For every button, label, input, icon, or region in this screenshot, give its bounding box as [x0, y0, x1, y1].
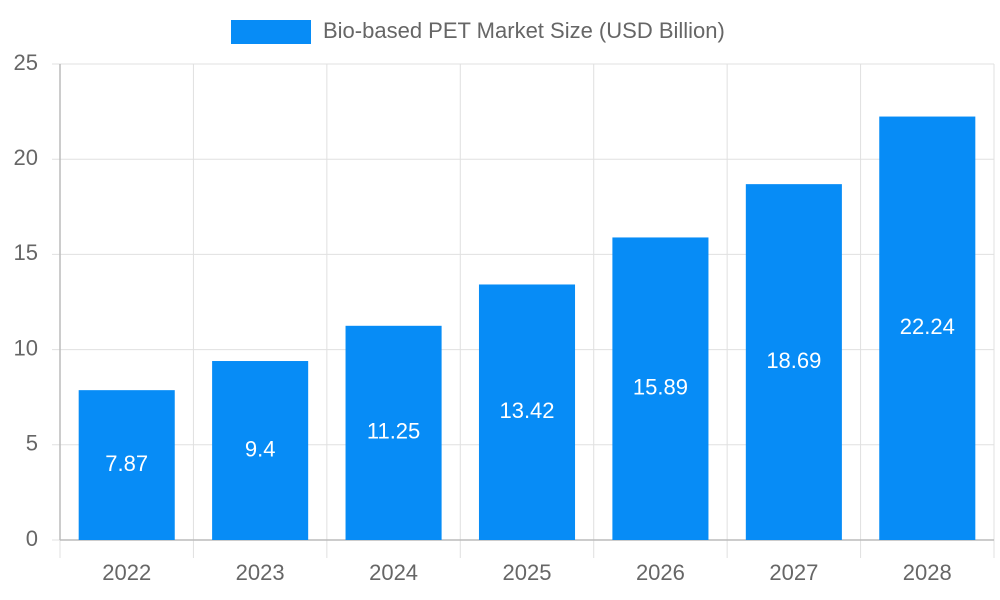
value-label: 15.89	[633, 375, 688, 400]
legend-swatch	[231, 20, 311, 44]
x-tick-label: 2022	[102, 560, 151, 585]
bar	[345, 325, 442, 540]
x-tick-label: 2025	[503, 560, 552, 585]
x-tick-label: 2026	[636, 560, 685, 585]
bar	[212, 361, 309, 540]
x-tick-label: 2023	[236, 560, 285, 585]
value-label: 7.87	[105, 451, 148, 476]
legend-label: Bio-based PET Market Size (USD Billion)	[323, 18, 725, 43]
x-tick-label: 2028	[903, 560, 952, 585]
y-tick-label: 15	[14, 240, 38, 265]
y-tick-label: 0	[26, 526, 38, 551]
value-label: 22.24	[900, 314, 955, 339]
x-tick-label: 2027	[769, 560, 818, 585]
y-tick-label: 5	[26, 431, 38, 456]
bar	[478, 284, 576, 540]
y-tick-label: 10	[14, 335, 38, 360]
bar	[78, 390, 175, 540]
value-label: 11.25	[367, 419, 420, 444]
bar	[612, 237, 709, 540]
x-tick-label: 2024	[369, 560, 418, 585]
value-label: 18.69	[766, 348, 821, 373]
y-tick-label: 20	[14, 145, 38, 170]
y-tick-label: 25	[14, 50, 38, 75]
value-label: 9.4	[245, 436, 276, 461]
bar	[879, 116, 976, 540]
bar	[745, 184, 842, 540]
value-label: 13.42	[499, 398, 554, 423]
